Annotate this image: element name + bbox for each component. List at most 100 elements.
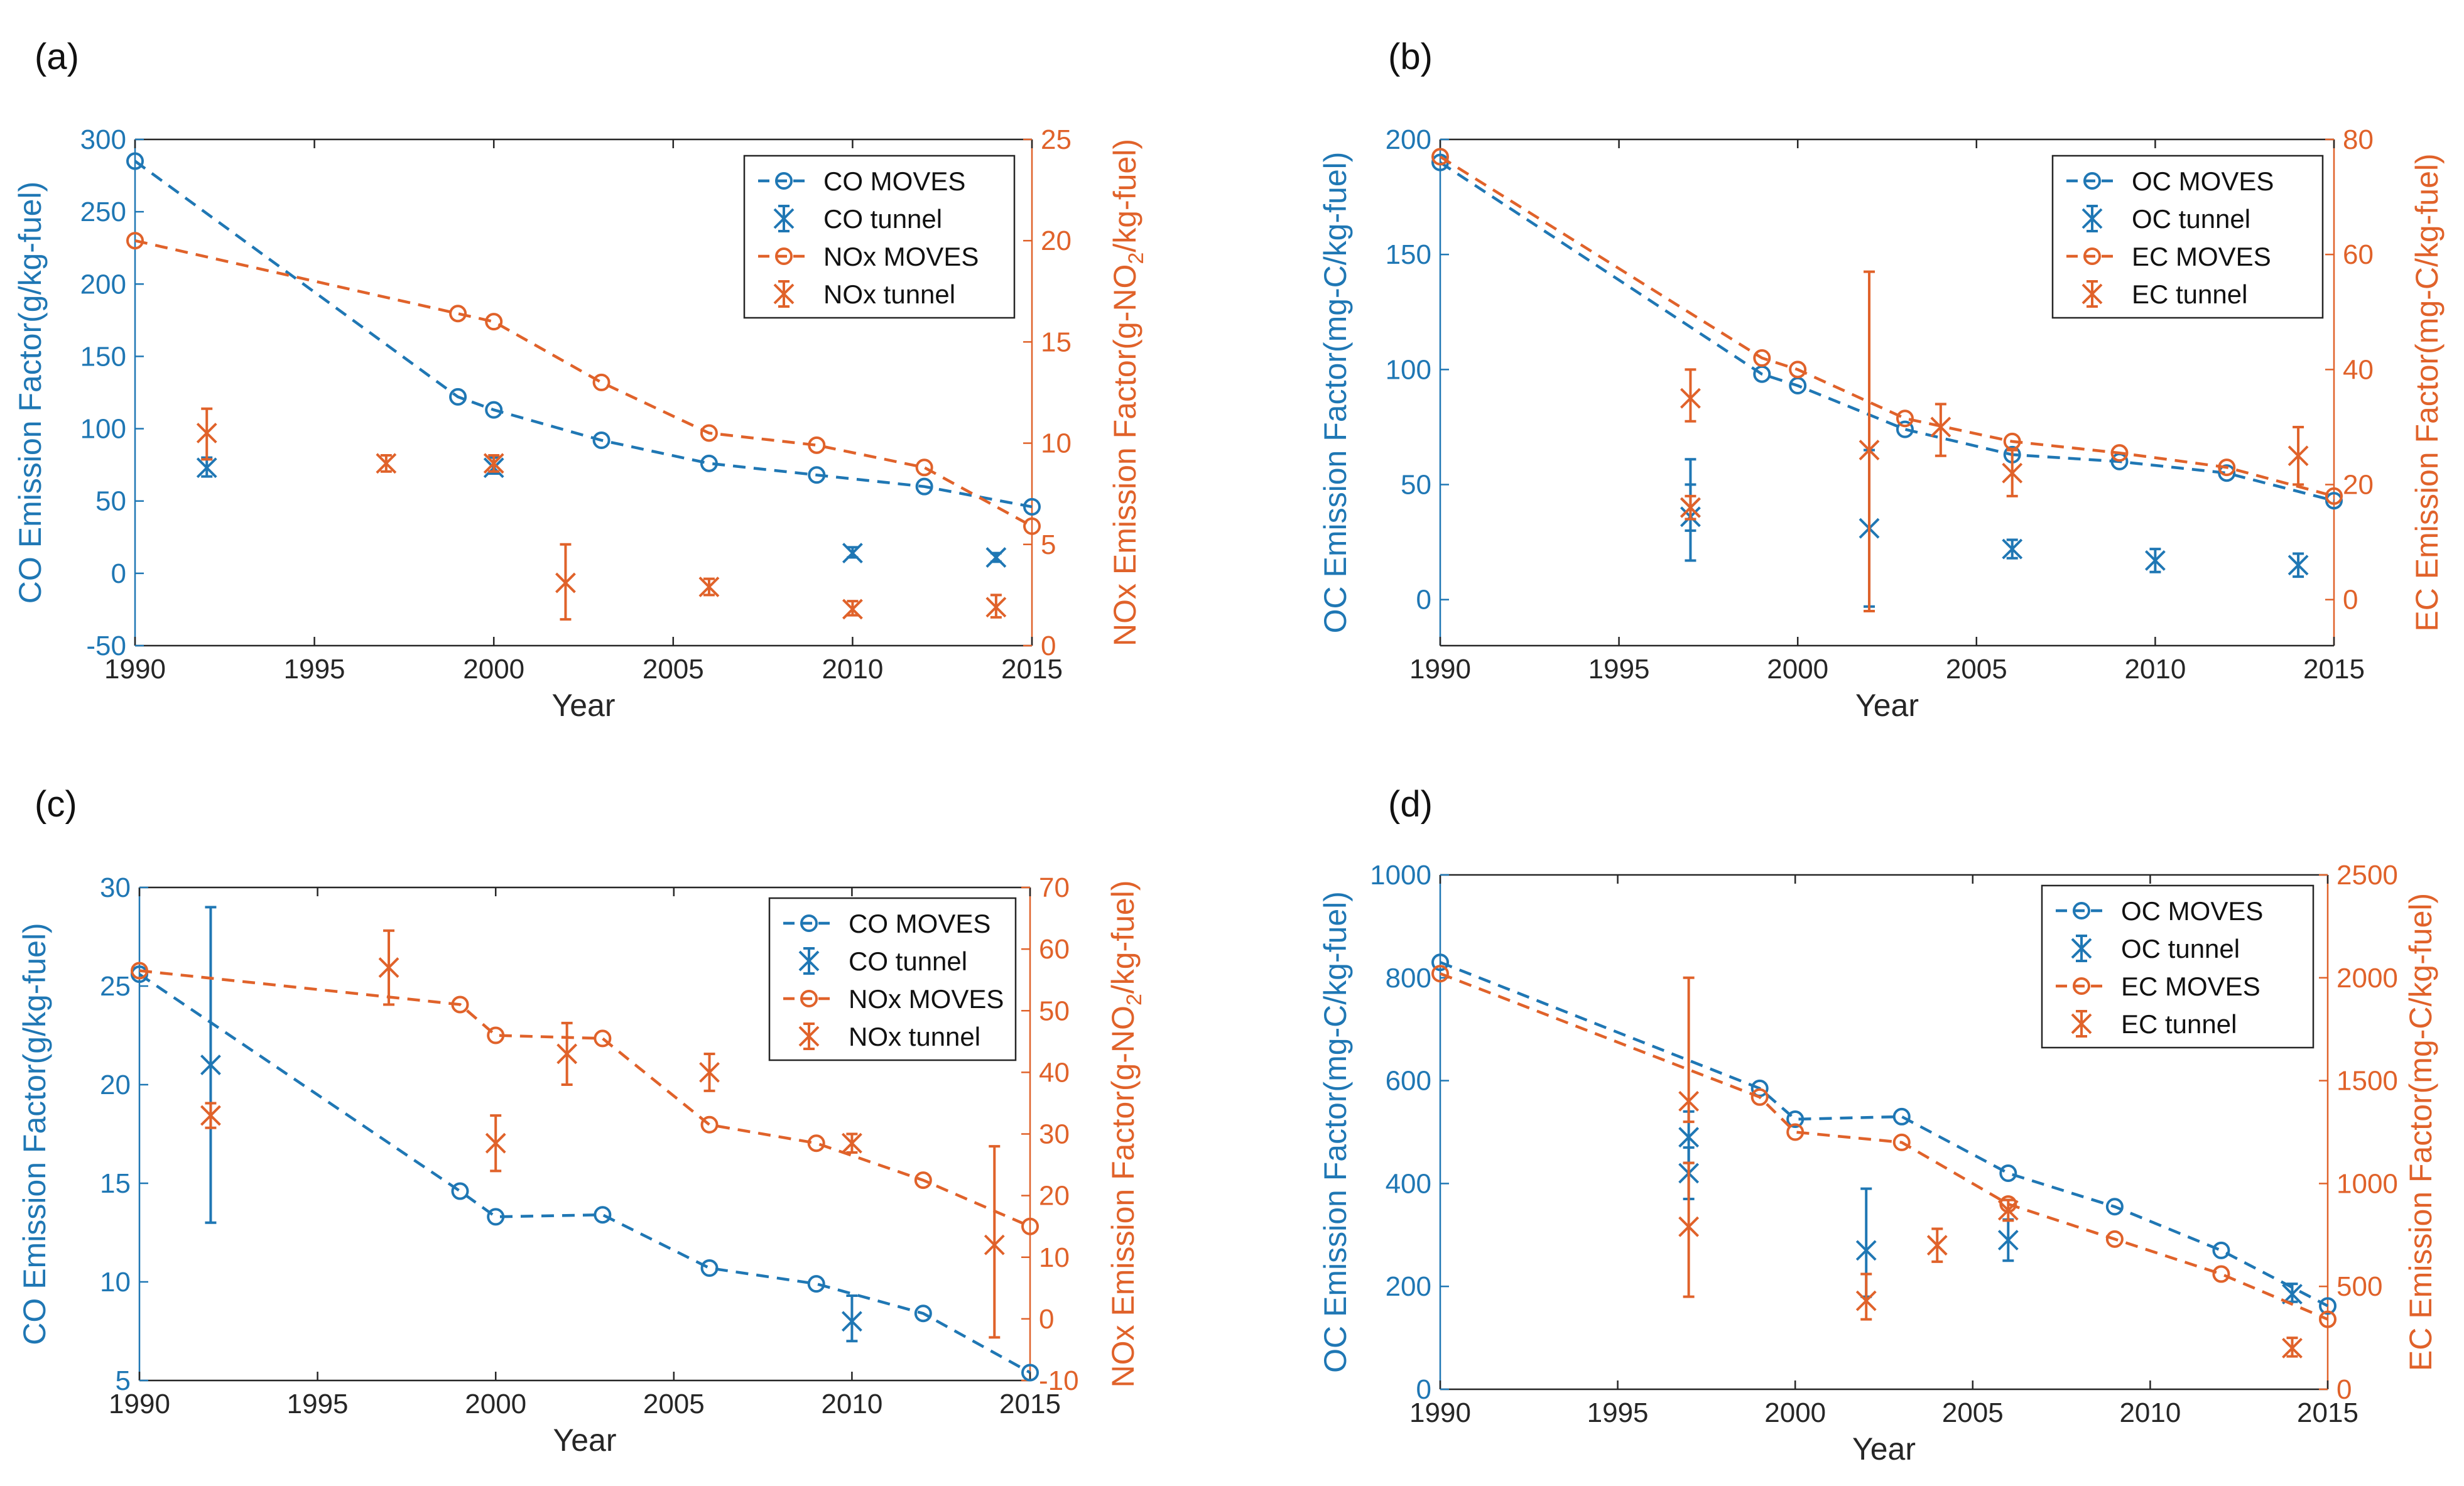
x-marker	[485, 1132, 506, 1154]
legend: OC MOVES OC tunnel EC MOVES EC tunnel	[2041, 884, 2315, 1049]
tunnel-point	[483, 453, 504, 474]
x-marker	[1680, 388, 1701, 409]
y-tick-label-right: 0	[1041, 631, 1056, 661]
panel-label: (c)	[35, 784, 77, 825]
moves-point	[914, 1304, 932, 1323]
x-marker	[842, 543, 863, 564]
x-marker	[1678, 1090, 1700, 1112]
legend-entry: OC tunnel	[2081, 204, 2250, 234]
legend-entry: CO tunnel	[798, 946, 967, 976]
x-marker	[773, 283, 795, 305]
legend-marker	[773, 280, 795, 308]
x-marker	[2144, 550, 2166, 571]
x-marker	[555, 572, 576, 594]
x-axis-title: Year	[551, 688, 615, 723]
y-axis-title-right: EC Emission Factor(mg-C/kg-fuel)	[2403, 893, 2438, 1371]
series-oc-moves	[1431, 953, 2336, 1315]
x-marker	[556, 1043, 578, 1065]
x-marker	[196, 423, 217, 443]
x-tick-label: 2000	[465, 1389, 526, 1419]
legend-entry: OC MOVES	[2056, 896, 2263, 926]
tunnel-point	[2002, 538, 2023, 560]
y-axis-title-left: CO Emission Factor(g/kg-fuel)	[13, 182, 48, 604]
x-marker	[483, 453, 504, 474]
legend-entry: EC MOVES	[2066, 242, 2271, 271]
y-tick-label-right: 2000	[2336, 963, 2398, 994]
x-marker	[200, 1105, 221, 1126]
y-tick-label-right: 0	[2336, 1374, 2352, 1405]
legend-marker	[2073, 977, 2090, 995]
y-axis-title-left: OC Emission Factor(mg-C/kg-fuel)	[1318, 152, 1353, 634]
moves-point	[487, 1026, 505, 1044]
tunnel-point	[984, 1145, 1005, 1339]
moves-point	[1999, 1164, 2017, 1183]
moves-point	[1789, 361, 1807, 379]
series-nox-moves	[126, 232, 1041, 535]
tunnel-point	[1997, 1198, 2019, 1222]
moves-point	[2319, 1297, 2336, 1315]
tunnel-point	[985, 547, 1007, 568]
legend-marker	[775, 172, 793, 190]
moves-point	[700, 1259, 719, 1277]
legend-box	[2041, 884, 2315, 1049]
y-tick-label-left: 50	[95, 486, 126, 517]
y-axis-title-left: OC Emission Factor(mg-C/kg-fuel)	[1318, 891, 1353, 1373]
x-tick-label: 2015	[999, 1389, 1061, 1419]
legend-marker	[2081, 280, 2103, 308]
tunnel-point	[842, 543, 863, 564]
legend-marker	[2071, 1010, 2092, 1038]
series-ec-tunnel	[1680, 270, 2309, 613]
moves-point	[1431, 965, 1449, 983]
y-tick-label-right: 0	[2343, 585, 2358, 616]
tunnel-point	[196, 407, 217, 461]
moves-point	[2325, 487, 2343, 505]
x-tick-label: 2010	[2119, 1397, 2181, 1428]
x-marker	[2282, 1338, 2303, 1359]
y-tick-label-left: 200	[1386, 124, 1431, 155]
moves-point	[1431, 953, 1449, 972]
x-marker	[2071, 1013, 2092, 1034]
panel-label: (b)	[1388, 36, 1433, 77]
x-marker	[2002, 462, 2023, 484]
x-marker	[1855, 1290, 1877, 1311]
series-co-tunnel	[200, 906, 862, 1343]
x-tick-label: 1995	[287, 1389, 349, 1419]
legend-marker	[2083, 172, 2101, 190]
legend-entry: NOx MOVES	[783, 984, 1004, 1014]
y-tick-label-right: 2500	[2336, 860, 2398, 891]
x-tick-label: 2005	[643, 654, 704, 685]
tunnel-point	[376, 453, 397, 474]
y-tick-label-left: -50	[86, 631, 126, 661]
y-tick-label-left: 0	[1416, 585, 1431, 616]
series-oc-tunnel	[1680, 448, 2309, 608]
y-axis-title-right: NOx Emission Factor(g-NO2/kg-fuel)	[1105, 881, 1146, 1388]
x-tick-label: 2015	[2303, 654, 2365, 685]
moves-point	[2110, 444, 2129, 462]
moves-point	[594, 1206, 612, 1224]
x-tick-label: 1990	[109, 1389, 170, 1419]
y-tick-label-right: -10	[1039, 1365, 1079, 1396]
y-axis-title-right: NOx Emission Factor(g-NO2/kg-fuel)	[1107, 139, 1148, 646]
y-tick-label-left: 400	[1386, 1168, 1431, 1199]
y-tick-label-right: 1000	[2336, 1168, 2398, 1199]
y-tick-label-right: 40	[1039, 1057, 1070, 1088]
y-tick-label-left: 20	[100, 1070, 131, 1100]
x-marker	[1997, 1200, 2019, 1221]
legend-label: EC MOVES	[2121, 972, 2260, 1001]
legend-marker	[2073, 902, 2090, 919]
y-axis-title-right: EC Emission Factor(mg-C/kg-fuel)	[2409, 153, 2445, 631]
legend-entry: OC tunnel	[2071, 934, 2240, 963]
x-marker	[698, 577, 720, 597]
legend-entry: EC tunnel	[2071, 1009, 2237, 1039]
tunnel-point	[200, 1102, 221, 1129]
moves-point	[1786, 1123, 1805, 1141]
y-tick-label-right: 10	[1041, 428, 1072, 459]
legend-entry: OC MOVES	[2066, 166, 2274, 196]
y-tick-label-right: 0	[1039, 1304, 1054, 1335]
legend-label: EC tunnel	[2121, 1009, 2237, 1039]
y-tick-label-left: 15	[100, 1168, 131, 1199]
y-tick-label-left: 800	[1386, 963, 1431, 994]
tunnel-point	[485, 1114, 506, 1173]
subscript-2: 2	[1122, 994, 1146, 1006]
legend-entry: CO MOVES	[758, 166, 965, 196]
